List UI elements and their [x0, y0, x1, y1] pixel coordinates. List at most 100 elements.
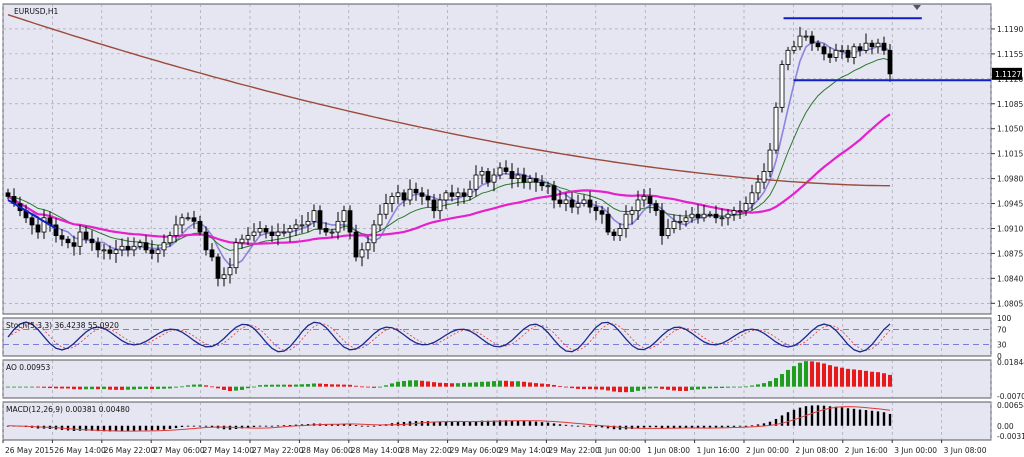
- ao-bar-up: [186, 385, 190, 387]
- candle: [383, 193, 389, 220]
- candle-body-bull: [719, 217, 725, 220]
- macd-bar: [270, 425, 274, 427]
- macd-bar: [72, 425, 76, 431]
- candle: [617, 223, 623, 241]
- candle-body-bear: [35, 224, 41, 233]
- candle-body-bull: [437, 199, 443, 212]
- price-tick-label: 1.1085: [997, 100, 1023, 109]
- candle-body-bull: [41, 217, 47, 233]
- ao-bar-down: [450, 383, 454, 387]
- candle-body-bear: [569, 199, 575, 208]
- ao-bar-up: [18, 386, 22, 388]
- candle-body-bear: [323, 228, 329, 233]
- macd-bar: [258, 425, 262, 427]
- macd-bar: [198, 425, 202, 427]
- candle: [197, 215, 203, 236]
- candle: [677, 214, 683, 231]
- ao-bar-down: [330, 384, 334, 387]
- ao-bar-up: [498, 380, 502, 387]
- candle-body-bull: [239, 238, 245, 244]
- macd-bar: [636, 425, 640, 429]
- candle: [827, 47, 833, 63]
- macd-bar: [852, 408, 856, 426]
- ao-bar-down: [444, 383, 448, 387]
- macd-bar: [372, 425, 376, 427]
- candle-body-bull: [173, 224, 179, 237]
- macd-bar: [468, 421, 472, 426]
- candle: [785, 46, 791, 71]
- macd-bar: [474, 421, 478, 426]
- candle: [77, 224, 83, 255]
- time-tick-label: 2 Jun 08:00: [795, 446, 838, 455]
- ao-bar-down: [420, 380, 424, 387]
- candle-body-bull: [725, 213, 731, 219]
- candle: [455, 187, 461, 206]
- candle-body-bear: [401, 192, 407, 201]
- macd-bar: [792, 409, 796, 426]
- ao-bar-down: [342, 384, 346, 387]
- price-tick-label: 1.1050: [997, 125, 1023, 134]
- candle: [491, 168, 497, 192]
- candle: [563, 192, 569, 212]
- candle: [707, 211, 713, 218]
- macd-bar: [654, 425, 658, 428]
- macd-bar: [888, 413, 892, 426]
- candle-body-bull: [407, 188, 413, 201]
- candle: [689, 206, 695, 223]
- macd-bar: [648, 425, 652, 428]
- candle-body-bull: [365, 242, 371, 251]
- ao-bar-up: [708, 386, 712, 389]
- ao-bar-down: [864, 370, 868, 387]
- candle-body-bull: [785, 49, 791, 65]
- ao-histogram: [6, 361, 892, 393]
- candle: [683, 210, 689, 227]
- ao-bar-up: [762, 383, 766, 387]
- ao-bar-up: [126, 386, 130, 390]
- ao-bar-down: [876, 372, 880, 387]
- candle-body-bull: [677, 220, 683, 223]
- candle: [317, 205, 323, 235]
- candle-body-bull: [833, 49, 839, 58]
- time-tick-label: 27 May 22:00: [252, 446, 304, 455]
- trendline-diagonal: [7, 199, 57, 230]
- ao-bar-down: [606, 386, 610, 391]
- candle-body-bull: [335, 220, 341, 233]
- ao-bar-up: [90, 386, 94, 390]
- ao-bar-up: [636, 386, 640, 391]
- candle: [539, 175, 545, 191]
- time-tick-label: 2 Jun 16:00: [845, 446, 888, 455]
- ao-bar-down: [366, 386, 370, 388]
- macd-pane-title: MACD(12,26,9) 0.00381 0.00480: [6, 405, 130, 414]
- collapse-arrow-icon[interactable]: [913, 5, 921, 10]
- macd-tick-label: 0.00658: [997, 401, 1024, 410]
- candle-body-bull: [797, 35, 803, 48]
- candle: [41, 209, 47, 239]
- macd-bar: [744, 425, 748, 427]
- candle: [353, 224, 359, 262]
- candle-body-bull: [545, 185, 551, 188]
- macd-bar: [822, 405, 826, 426]
- candles: [5, 26, 893, 287]
- macd-bar: [276, 425, 280, 427]
- time-tick-label: 29 May 06:00: [450, 446, 502, 455]
- ao-bar-up: [798, 362, 802, 387]
- ao-bar-down: [372, 386, 376, 388]
- ao-bar-down: [618, 386, 622, 393]
- candle: [533, 172, 539, 192]
- candle-body-bear: [869, 42, 875, 48]
- candle-body-bull: [227, 267, 233, 276]
- macd-bar: [816, 405, 820, 426]
- candle: [527, 174, 533, 190]
- candle: [611, 228, 617, 241]
- macd-bar: [642, 425, 646, 428]
- candle: [767, 143, 773, 177]
- candle-body-bull: [671, 220, 677, 229]
- candle: [395, 185, 401, 205]
- ao-bar-down: [336, 384, 340, 387]
- time-tick-label: 3 Jun 08:00: [944, 446, 987, 455]
- ao-bar-up: [246, 386, 250, 389]
- candle-body-bull: [137, 242, 143, 247]
- candle: [65, 236, 71, 249]
- macd-bar: [480, 420, 484, 426]
- main-pane-title: EURUSD,H1: [14, 7, 58, 16]
